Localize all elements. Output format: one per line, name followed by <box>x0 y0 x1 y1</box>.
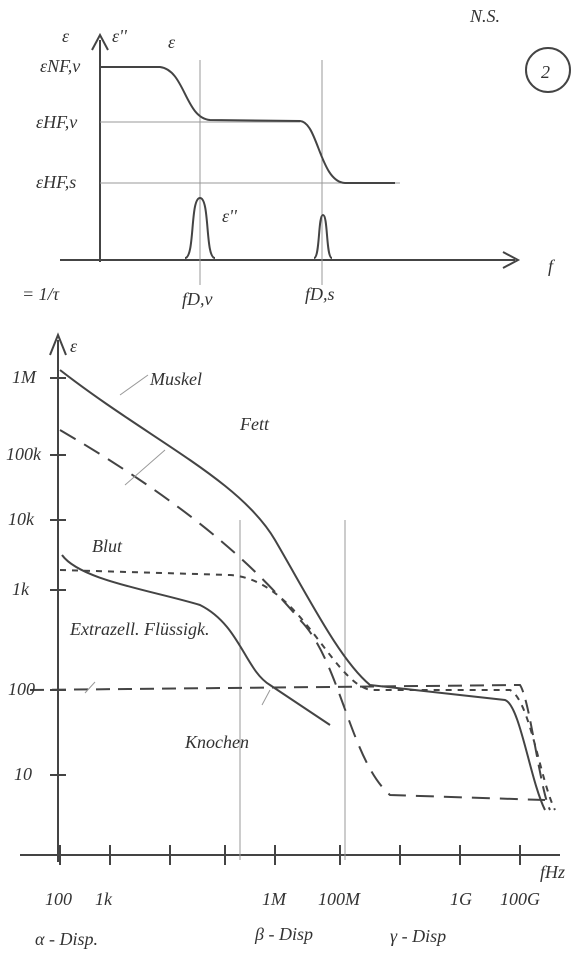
x-tick: 100 <box>45 889 72 909</box>
dispersion-label: α - Disp. <box>35 929 98 949</box>
curve-label: Blut <box>92 536 123 556</box>
x-label: f <box>548 256 556 276</box>
peak-label: ε'' <box>222 206 238 226</box>
y-axis <box>92 35 108 262</box>
fett-curve <box>60 430 545 800</box>
y-label: ε <box>70 336 78 356</box>
y-label: ε'' <box>112 26 128 46</box>
extrazell-curve <box>30 685 550 810</box>
epsilon-curve <box>100 67 395 183</box>
muskel-curve <box>60 370 545 810</box>
x-tick: 1k <box>95 889 113 909</box>
sketch: N.S. 2 ε ε'' ε εNF,ν εHF,ν εHF,s ε'' f =… <box>0 0 577 953</box>
curve-label: Extrazell. Flüssigk. <box>69 619 209 639</box>
curve-label: Knochen <box>184 732 249 752</box>
dispersion-label: γ - Disp <box>390 926 446 946</box>
y-tick: 100k <box>6 444 42 464</box>
corner-note: N.S. <box>469 6 500 26</box>
level-label: εNF,ν <box>40 56 80 76</box>
y-tick: 10 <box>14 764 32 784</box>
knochen-curve <box>62 555 330 725</box>
x-label: fHz <box>540 862 565 882</box>
curve-label: ε <box>168 32 176 52</box>
x-tick: = 1/τ <box>22 284 60 304</box>
y-tick: 100 <box>8 679 35 699</box>
x-tick: 100G <box>500 889 540 909</box>
guide-lines <box>100 60 400 285</box>
top-diagram: ε ε'' ε εNF,ν εHF,ν εHF,s ε'' f = 1/τ fD… <box>22 26 556 309</box>
blut-curve <box>60 570 555 810</box>
y-axis <box>50 335 66 862</box>
y-label: ε <box>62 26 70 46</box>
curve-label: Fett <box>239 414 270 434</box>
loss-peak <box>314 215 332 258</box>
x-axis <box>20 845 560 865</box>
bottom-diagram: ε 1M 100k 10k 1k 100 10 Muskel Fett Blut… <box>6 335 565 949</box>
x-tick: 1G <box>450 889 472 909</box>
y-tick: 1M <box>12 367 37 387</box>
y-tick: 10k <box>8 509 35 529</box>
level-label: εHF,s <box>36 172 76 192</box>
y-tick: 1k <box>12 579 30 599</box>
x-tick: 100M <box>318 889 361 909</box>
curve-label: Muskel <box>149 369 202 389</box>
x-tick: fD,s <box>305 284 335 304</box>
level-label: εHF,ν <box>36 112 77 132</box>
badge-number: 2 <box>541 62 550 82</box>
x-tick: 1M <box>262 889 287 909</box>
x-axis <box>60 252 518 268</box>
x-tick: fD,ν <box>182 289 213 309</box>
dispersion-label: β - Disp <box>254 924 313 944</box>
